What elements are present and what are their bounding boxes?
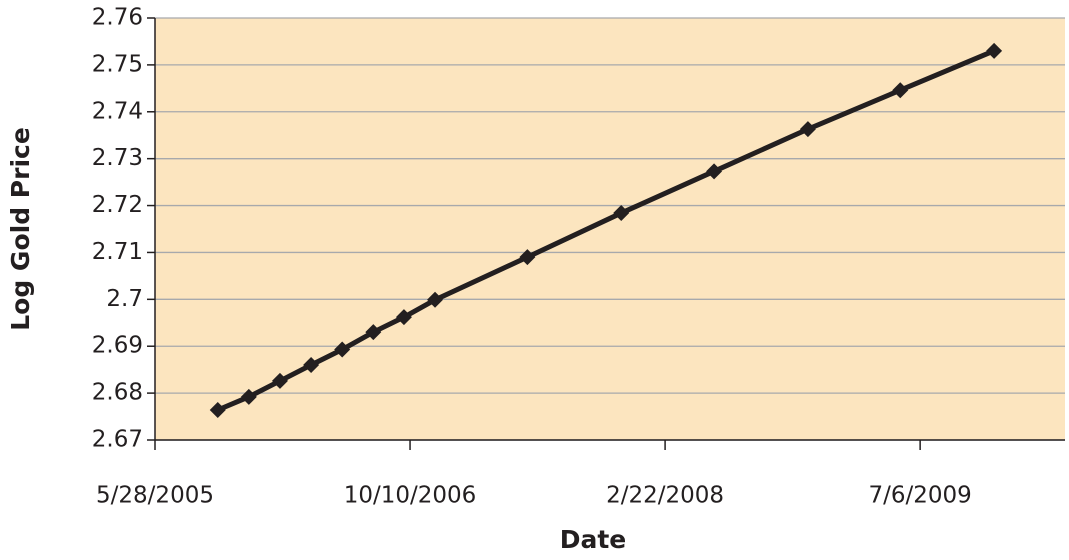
y-tick-label: 2.73 bbox=[92, 145, 143, 171]
x-tick-label: 2/22/2008 bbox=[606, 483, 724, 509]
marker bbox=[303, 356, 320, 373]
y-tick-label: 2.75 bbox=[92, 51, 143, 77]
marker bbox=[427, 291, 444, 308]
y-tick-label: 2.67 bbox=[92, 427, 143, 453]
y-tick-label: 2.69 bbox=[92, 333, 143, 359]
x-axis-title: Date bbox=[560, 525, 627, 554]
y-tick-label: 2.68 bbox=[92, 380, 143, 406]
marker bbox=[209, 401, 226, 418]
x-tick-label: 7/6/2009 bbox=[868, 483, 971, 509]
y-tick-label: 2.74 bbox=[92, 98, 143, 124]
y-tick-label: 2.71 bbox=[92, 239, 143, 265]
marker bbox=[613, 205, 630, 222]
marker bbox=[334, 341, 351, 358]
y-tick-label: 2.72 bbox=[92, 192, 143, 218]
marker bbox=[706, 163, 723, 180]
marker bbox=[240, 388, 257, 405]
marker bbox=[892, 82, 909, 99]
marker bbox=[271, 372, 288, 389]
marker bbox=[395, 309, 412, 326]
x-tick-label: 5/28/2005 bbox=[96, 483, 214, 509]
x-tick-label: 10/10/2006 bbox=[344, 483, 477, 509]
y-tick-label: 2.7 bbox=[106, 286, 143, 312]
marker bbox=[519, 249, 536, 266]
marker bbox=[365, 324, 382, 341]
marker bbox=[799, 121, 816, 138]
marker bbox=[986, 42, 1003, 59]
y-tick-label: 2.76 bbox=[92, 5, 143, 31]
y-axis-title: Log Gold Price bbox=[6, 127, 35, 331]
